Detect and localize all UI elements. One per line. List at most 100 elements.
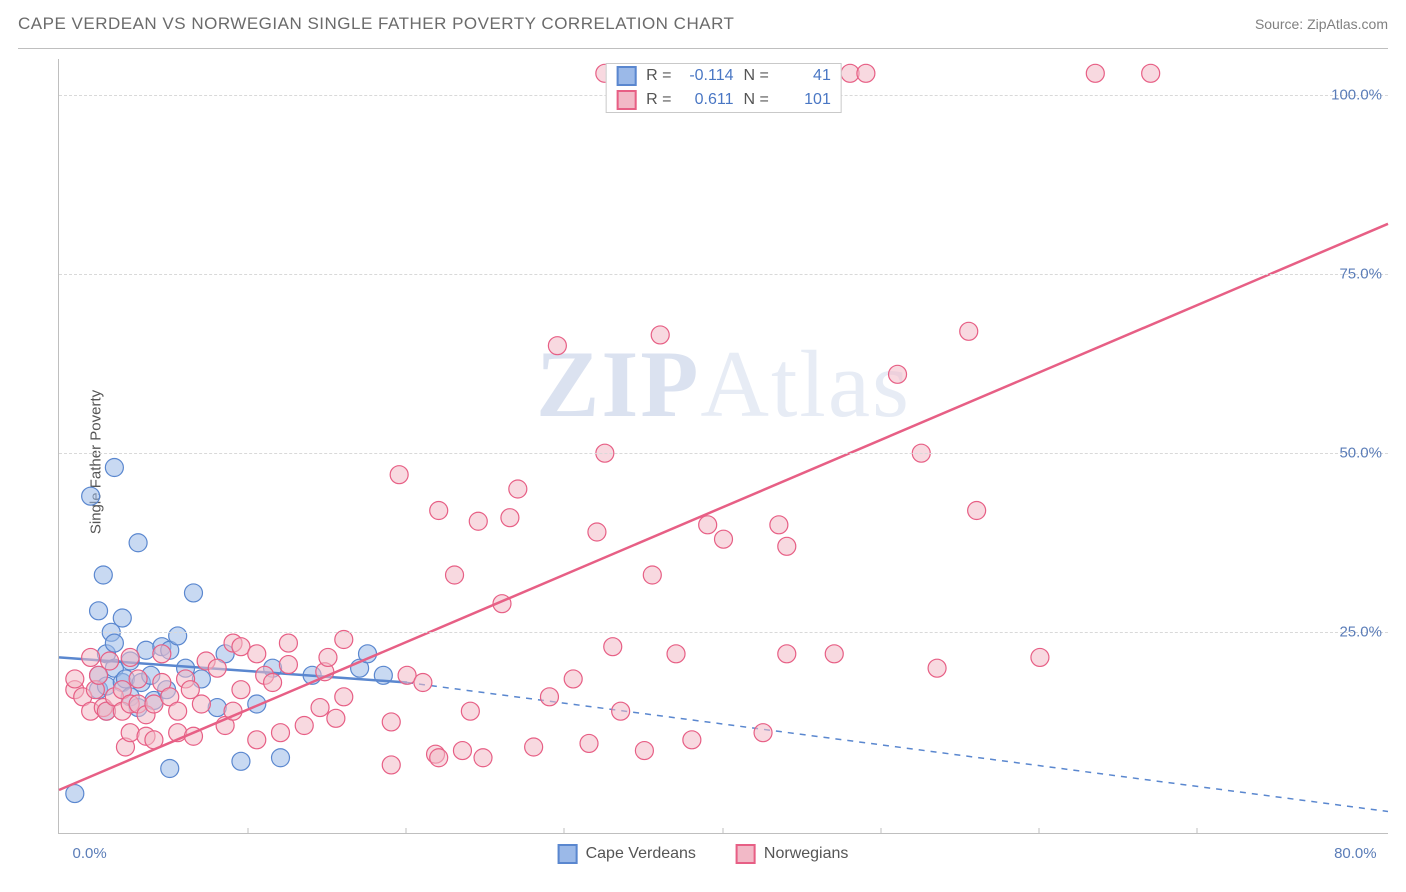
scatter-svg-layer: [59, 59, 1388, 833]
data-point: [564, 670, 582, 688]
gridline: [59, 274, 1388, 275]
series-legend: Cape Verdeans Norwegians: [558, 844, 849, 864]
data-point: [319, 648, 337, 666]
correlation-legend-row: R = 0.611 N = 101: [606, 88, 841, 112]
data-point: [382, 713, 400, 731]
data-point: [857, 64, 875, 82]
data-point: [778, 537, 796, 555]
series-legend-label: Norwegians: [764, 845, 848, 863]
data-point: [90, 602, 108, 620]
data-point: [208, 699, 226, 717]
correlation-legend: R = -0.114 N = 41 R = 0.611 N = 101: [605, 63, 842, 113]
x-tick-mark: [247, 828, 248, 834]
data-point: [778, 645, 796, 663]
data-point: [699, 516, 717, 534]
source-link[interactable]: ZipAtlas.com: [1307, 16, 1388, 32]
data-point: [754, 724, 772, 742]
data-point: [311, 699, 329, 717]
series-legend-label: Cape Verdeans: [586, 845, 696, 863]
data-point: [94, 566, 112, 584]
plot-region: ZIPAtlas R = -0.114 N = 41 R = 0.611 N =…: [58, 59, 1388, 834]
data-point: [770, 516, 788, 534]
chart-header: CAPE VERDEAN VS NORWEGIAN SINGLE FATHER …: [0, 0, 1406, 44]
n-value: 101: [779, 91, 831, 109]
data-point: [604, 638, 622, 656]
data-point: [683, 731, 701, 749]
legend-swatch-norwegians: [616, 90, 636, 110]
x-tick-mark: [722, 828, 723, 834]
data-point: [272, 724, 290, 742]
gridline: [59, 632, 1388, 633]
data-point: [279, 634, 297, 652]
data-point: [968, 502, 986, 520]
data-point: [612, 702, 630, 720]
correlation-legend-row: R = -0.114 N = 41: [606, 64, 841, 88]
data-point: [928, 659, 946, 677]
data-point: [264, 674, 282, 692]
data-point: [509, 480, 527, 498]
r-value: -0.114: [682, 67, 734, 85]
legend-swatch-cape-verdeans: [616, 66, 636, 86]
data-point: [715, 530, 733, 548]
data-point: [889, 365, 907, 383]
data-point: [113, 609, 131, 627]
data-point: [66, 670, 84, 688]
data-point: [272, 749, 290, 767]
data-point: [446, 566, 464, 584]
data-point: [153, 645, 171, 663]
data-point: [327, 709, 345, 727]
y-tick-label: 75.0%: [1339, 266, 1382, 283]
data-point: [461, 702, 479, 720]
data-point: [469, 512, 487, 530]
series-legend-item: Cape Verdeans: [558, 844, 696, 864]
data-point: [184, 584, 202, 602]
data-point: [169, 702, 187, 720]
source-credit: Source: ZipAtlas.com: [1255, 16, 1388, 32]
data-point: [129, 670, 147, 688]
data-point: [161, 760, 179, 778]
data-point: [1086, 64, 1104, 82]
data-point: [540, 688, 558, 706]
data-point: [82, 648, 100, 666]
x-tick-mark: [880, 828, 881, 834]
data-point: [651, 326, 669, 344]
data-point: [667, 645, 685, 663]
data-point: [414, 674, 432, 692]
n-value: 41: [779, 67, 831, 85]
data-point: [105, 634, 123, 652]
data-point: [335, 688, 353, 706]
data-point: [382, 756, 400, 774]
x-tick-mark: [1197, 828, 1198, 834]
series-legend-item: Norwegians: [736, 844, 848, 864]
data-point: [121, 724, 139, 742]
r-value: 0.611: [682, 91, 734, 109]
n-label: N =: [744, 67, 769, 85]
data-point: [635, 742, 653, 760]
data-point: [192, 695, 210, 713]
legend-swatch-norwegians: [736, 844, 756, 864]
r-label: R =: [646, 91, 671, 109]
data-point: [588, 523, 606, 541]
data-point: [232, 681, 250, 699]
data-point: [232, 752, 250, 770]
y-tick-label: 25.0%: [1339, 624, 1382, 641]
gridline: [59, 453, 1388, 454]
data-point: [525, 738, 543, 756]
data-point: [208, 659, 226, 677]
n-label: N =: [744, 91, 769, 109]
data-point: [279, 656, 297, 674]
data-point: [430, 502, 448, 520]
chart-title: CAPE VERDEAN VS NORWEGIAN SINGLE FATHER …: [18, 14, 734, 34]
data-point: [1142, 64, 1160, 82]
data-point: [643, 566, 661, 584]
x-tick-mark: [564, 828, 565, 834]
data-point: [101, 652, 119, 670]
y-tick-label: 50.0%: [1339, 445, 1382, 462]
data-point: [248, 731, 266, 749]
data-point: [390, 466, 408, 484]
data-point: [501, 509, 519, 527]
x-tick-mark: [1038, 828, 1039, 834]
y-tick-label: 100.0%: [1331, 86, 1382, 103]
data-point: [129, 534, 147, 552]
data-point: [548, 337, 566, 355]
